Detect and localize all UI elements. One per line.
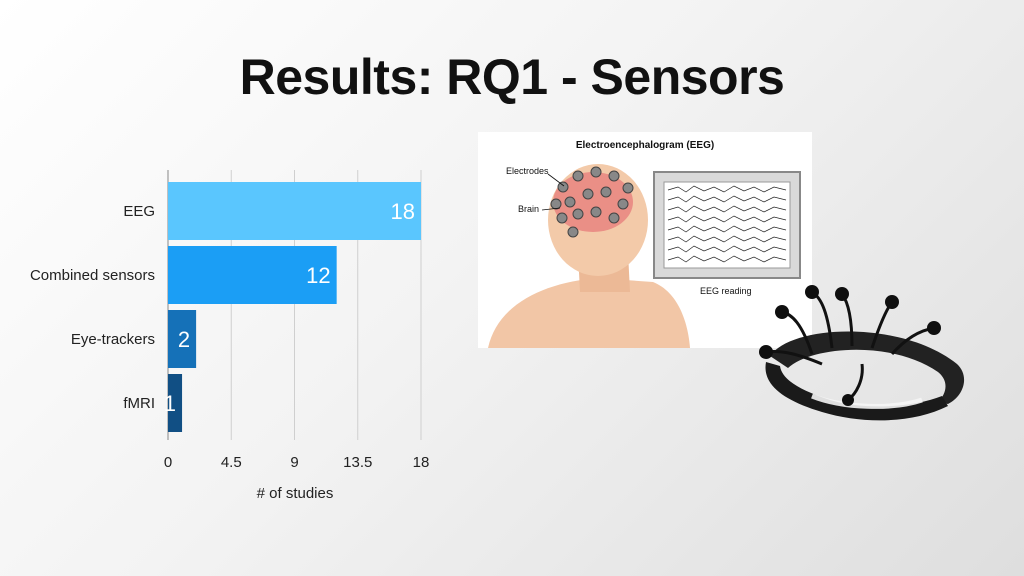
x-tick-label: 0 <box>164 454 172 471</box>
category-label: fMRI <box>123 395 155 412</box>
eeg-illustration-title: Electroencephalogram (EEG) <box>575 140 715 151</box>
bar-fmri <box>168 374 183 432</box>
x-tick-label: 9 <box>290 454 298 471</box>
x-tick-label: 13.5 <box>343 454 372 471</box>
x-axis-title: # of studies <box>257 485 334 502</box>
eeg-head-illustration-icon <box>488 164 801 348</box>
x-tick-label: 4.5 <box>221 454 242 471</box>
eeg-illustration: Electroencephalogram (EEG) <box>478 132 812 348</box>
bar-value-label: 18 <box>391 199 415 224</box>
bar-value-label: 12 <box>306 263 330 288</box>
x-tick-label: 18 <box>413 454 430 471</box>
eeg-reading-label: EEG reading <box>700 286 752 296</box>
bar-eeg <box>168 182 421 240</box>
electrodes-label: Electrodes <box>506 166 549 176</box>
category-label: Combined sensors <box>30 267 155 284</box>
bar-combined-sensors <box>168 246 337 304</box>
slide-title: Results: RQ1 - Sensors <box>239 49 785 105</box>
eeg-headset-photo-icon <box>759 285 965 421</box>
brain-label: Brain <box>518 204 540 214</box>
category-label: EEG <box>123 203 155 220</box>
bar-eye-trackers <box>168 310 197 368</box>
category-label: Eye-trackers <box>71 331 155 348</box>
bar-value-label: 2 <box>178 327 190 352</box>
bar-value-label: 1 <box>164 391 176 416</box>
